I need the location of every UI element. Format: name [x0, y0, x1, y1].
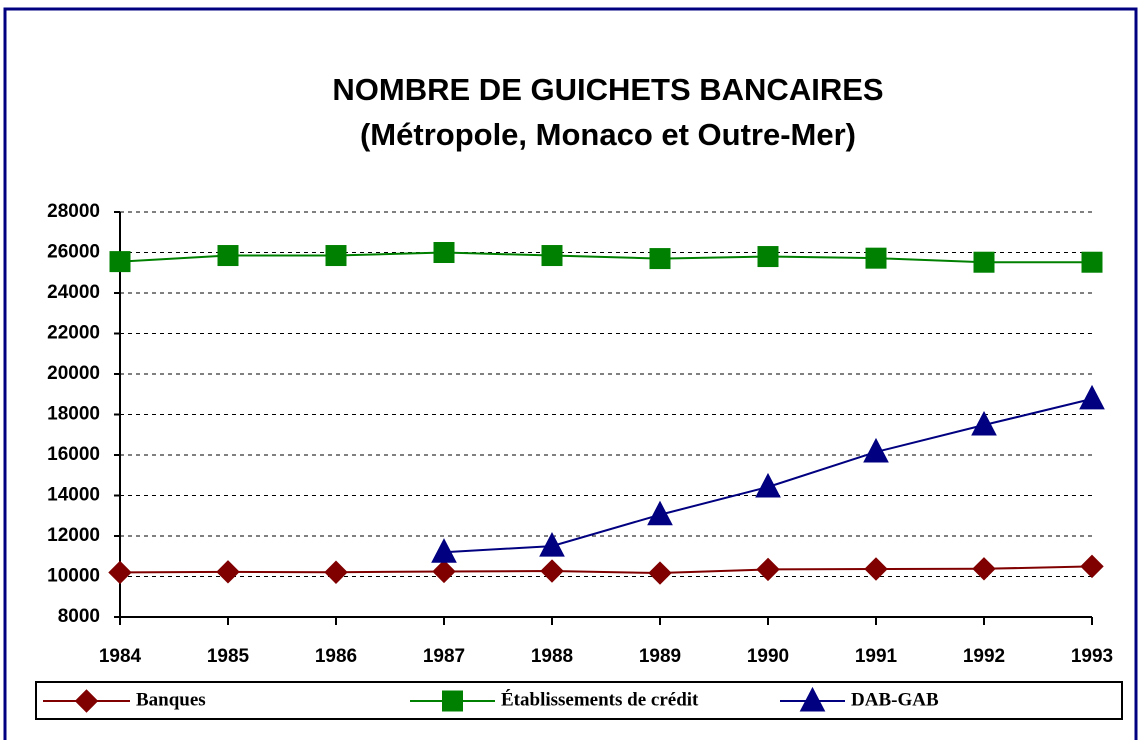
y-tick-label: 26000 [47, 242, 100, 263]
x-tick-label: 1989 [639, 646, 681, 667]
data-point [108, 560, 132, 585]
chart-title: NOMBRE DE GUICHETS BANCAIRES [332, 72, 883, 107]
legend-label: Établissements de crédit [501, 688, 699, 710]
x-tick-label: 1991 [855, 646, 898, 667]
legend-box [35, 681, 1123, 720]
data-point [757, 246, 779, 268]
data-point [325, 245, 347, 267]
data-point [864, 557, 888, 581]
frame [3, 7, 1138, 740]
data-point [865, 247, 887, 269]
legend-marker [74, 689, 99, 713]
x-tick-label: 1985 [207, 646, 250, 667]
data-point [971, 410, 997, 436]
data-point [540, 559, 564, 583]
data-point [863, 437, 889, 463]
legend-label: DAB-GAB [851, 689, 939, 710]
x-tick-label: 1984 [99, 646, 142, 667]
x-tick-label: 1988 [531, 646, 573, 667]
data-point [1079, 384, 1105, 410]
data-point [217, 245, 239, 267]
y-tick-label: 18000 [47, 404, 100, 425]
legend-label: Banques [136, 689, 206, 710]
data-point [649, 248, 671, 270]
data-point [324, 560, 348, 584]
y-tick-label: 12000 [47, 525, 100, 546]
data-point [431, 538, 457, 563]
x-tick-label: 1987 [423, 646, 465, 667]
y-tick-label: 28000 [47, 201, 100, 222]
data-point [541, 245, 563, 267]
data-point [755, 472, 781, 498]
data-point [216, 560, 240, 584]
y-tick-label: 20000 [47, 363, 100, 384]
data-point [1081, 251, 1103, 273]
data-point [109, 251, 131, 273]
x-tick-label: 1993 [1071, 646, 1113, 667]
series-line [119, 565, 1093, 575]
data-point [973, 251, 995, 273]
data-point [648, 561, 672, 585]
y-tick-label: 24000 [47, 282, 100, 303]
data-point [539, 532, 565, 557]
x-tick-label: 1992 [963, 646, 1005, 667]
x-tick-label: 1986 [315, 646, 357, 667]
data-point [756, 557, 780, 582]
data-point [647, 500, 673, 526]
data-point [433, 242, 455, 263]
legend-marker [442, 690, 463, 712]
y-tick-label: 8000 [58, 606, 100, 627]
chart-subtitle: (Métropole, Monaco et Outre-Mer) [360, 117, 856, 152]
y-tick-label: 22000 [47, 323, 100, 344]
y-tick-label: 16000 [47, 444, 100, 465]
y-tick-label: 14000 [47, 485, 100, 506]
series-line [119, 251, 1092, 264]
data-point [972, 557, 996, 581]
x-tick-label: 1990 [747, 646, 789, 667]
legend-marker [799, 686, 826, 712]
data-point [432, 559, 456, 584]
y-tick-label: 10000 [47, 566, 100, 587]
data-point [1080, 554, 1104, 579]
